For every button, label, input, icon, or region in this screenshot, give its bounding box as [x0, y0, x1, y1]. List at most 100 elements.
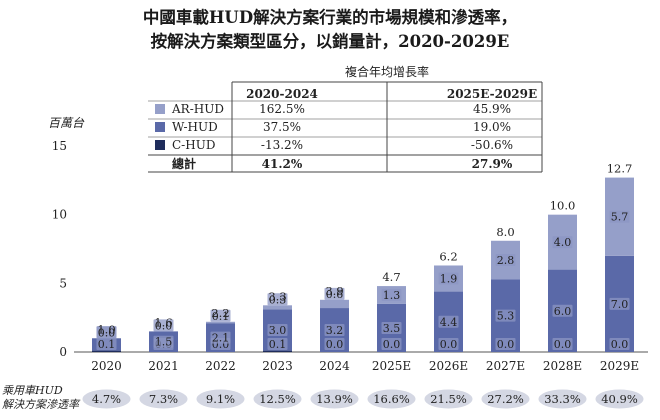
- value-label: 1.3: [383, 289, 401, 302]
- total-label: 2.2: [211, 306, 229, 320]
- value-label-bg: [153, 319, 174, 332]
- value-label-bg: [609, 338, 630, 350]
- value-label: 0.1: [98, 338, 116, 351]
- penetration-value: 9.1%: [206, 392, 235, 406]
- value-label-bg: [96, 338, 117, 350]
- value-label-bg: [438, 338, 459, 350]
- penetration-badge: [367, 389, 416, 409]
- cagr-value: 37.5%: [263, 120, 301, 134]
- cagr-column-header: 2025E-2029E: [447, 87, 537, 101]
- legend-label: W-HUD: [172, 120, 218, 134]
- bar-ar-hud-2023: [263, 305, 292, 310]
- x-tick-label: 2027E: [486, 359, 525, 373]
- value-label: 0.1: [269, 338, 287, 351]
- chart-title-line-2: 按解決方案類型區分，以銷量計，2020-2029E: [150, 32, 510, 51]
- value-label-bg: [381, 289, 402, 302]
- legend-label: C-HUD: [172, 138, 215, 152]
- penetration-value: 33.3%: [544, 392, 581, 406]
- value-label: 3.2: [326, 324, 344, 337]
- penetration-value: 13.9%: [316, 392, 353, 406]
- penetration-value: 21.5%: [430, 392, 467, 406]
- value-label-bg: [267, 324, 288, 337]
- value-label-bg: [609, 210, 630, 223]
- total-label: 10.0: [550, 199, 576, 213]
- cagr-total-value: 41.2%: [262, 157, 303, 171]
- cagr-value: 19.0%: [473, 120, 511, 134]
- cagr-value: 45.9%: [473, 102, 511, 116]
- value-label-bg: [210, 331, 231, 344]
- penetration-badge: [481, 389, 530, 409]
- penetration-badge: [82, 389, 131, 409]
- value-label-bg: [495, 309, 516, 322]
- value-label: 0.0: [98, 326, 116, 339]
- penetration-value: 7.3%: [149, 392, 178, 406]
- value-label-bg: [381, 321, 402, 334]
- value-label: 5.7: [611, 211, 629, 224]
- penetration-badge: [253, 389, 302, 409]
- chart-title-line-1: 中國車載HUD解決方案行業的市場規模和滲透率，: [142, 8, 518, 27]
- value-label: 5.3: [497, 310, 515, 323]
- value-label-bg: [96, 326, 117, 339]
- cagr-total-label: 總計: [172, 156, 196, 171]
- value-label: 6.0: [554, 305, 572, 318]
- y-tick-label: 0: [59, 345, 67, 359]
- total-label: 4.7: [382, 270, 400, 284]
- value-label: 3.5: [383, 322, 401, 335]
- bar-ar-hud-2024: [320, 299, 349, 309]
- legend-swatch: [155, 122, 165, 132]
- x-tick-label: 2022: [205, 359, 236, 373]
- penetration-value: 12.5%: [259, 392, 296, 406]
- penetration-value: 40.9%: [601, 392, 638, 406]
- value-label: 0.3: [269, 293, 287, 306]
- penetration-badge: [310, 389, 359, 409]
- value-label: 4.0: [554, 236, 572, 249]
- penetration-badge: [595, 389, 644, 409]
- value-label: 7.0: [611, 298, 629, 311]
- cagr-value: -13.2%: [261, 138, 303, 152]
- bar-c-hud-2023: [263, 350, 292, 352]
- value-label: 0.1: [212, 310, 230, 323]
- penetration-badge: [538, 389, 587, 409]
- total-label: 8.0: [496, 225, 514, 239]
- value-label-bg: [552, 236, 573, 249]
- value-label: 4.4: [440, 316, 458, 329]
- total-label: 1.0: [97, 322, 115, 336]
- y-axis-label: 百萬台: [48, 116, 85, 130]
- x-tick-label: 2028E: [543, 359, 582, 373]
- value-label-bg: [153, 335, 174, 348]
- value-label: 3.0: [269, 324, 287, 337]
- cagr-header: 複合年均增長率: [345, 64, 429, 79]
- penetration-badge: [196, 389, 245, 409]
- y-tick-label: 5: [59, 276, 67, 290]
- value-label-bg: [495, 253, 516, 266]
- value-label-bg: [495, 338, 516, 350]
- x-tick-label: 2021: [148, 359, 179, 373]
- cagr-value: 162.5%: [259, 102, 305, 116]
- penetration-label-line-1: 乘用車HUD: [2, 384, 63, 397]
- penetration-label-line-2: 解決方案滲透率: [2, 398, 81, 411]
- x-tick-label: 2020: [91, 359, 122, 373]
- value-label-bg: [552, 304, 573, 317]
- value-label-bg: [324, 338, 345, 350]
- penetration-value: 4.7%: [92, 392, 121, 406]
- x-tick-label: 2023: [262, 359, 293, 373]
- total-label: 6.2: [439, 249, 457, 263]
- y-tick-label: 10: [52, 208, 67, 222]
- penetration-value: 27.2%: [487, 392, 524, 406]
- value-label-bg: [210, 309, 231, 322]
- value-label: 1.5: [155, 336, 173, 349]
- value-label: 0.0: [155, 319, 173, 332]
- legend-swatch: [155, 140, 165, 150]
- value-label: 0.0: [497, 338, 515, 351]
- value-label-bg: [324, 287, 345, 300]
- value-label-bg: [267, 293, 288, 306]
- cagr-total-value: 27.9%: [472, 157, 513, 171]
- legend-label: AR-HUD: [171, 102, 224, 116]
- x-tick-label: 2026E: [429, 359, 468, 373]
- penetration-badge: [139, 389, 188, 409]
- cagr-value: -50.6%: [471, 138, 513, 152]
- value-label: 0.0: [326, 338, 344, 351]
- value-label: 0.0: [554, 338, 572, 351]
- x-tick-label: 2025E: [372, 359, 411, 373]
- value-label: 2.1: [212, 332, 230, 345]
